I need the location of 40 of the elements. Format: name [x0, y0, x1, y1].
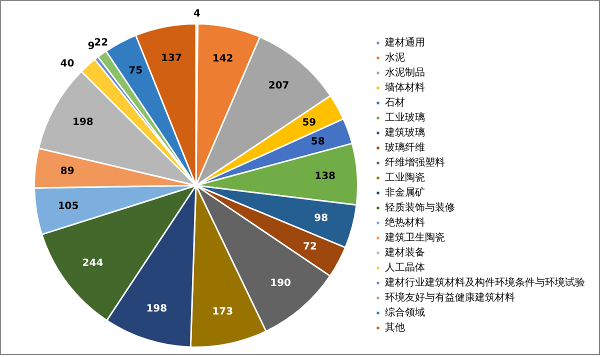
legend-label: 建筑玻璃: [384, 126, 425, 139]
legend-label: 人工晶体: [385, 262, 425, 274]
data-label: 22: [94, 37, 108, 48]
data-label: 58: [310, 136, 325, 148]
legend-label: 纤维增强塑料: [385, 156, 445, 169]
legend-label: 建材通用: [384, 36, 425, 49]
data-label: 190: [270, 278, 292, 290]
data-label: 142: [212, 54, 234, 64]
data-label: 89: [60, 166, 74, 178]
legend-label: 其他: [385, 322, 405, 334]
data-label: 59: [302, 117, 316, 128]
legend-label: 环境友好与有益健康建筑材料: [385, 292, 515, 304]
legend-label: 工业陶瓷: [385, 172, 425, 184]
legend-label: 轻质装饰与装修: [385, 202, 455, 214]
legend-label: 非金属矿: [385, 186, 425, 199]
data-label: 138: [314, 170, 336, 182]
legend-label: 建材装备: [384, 246, 425, 259]
data-label: 207: [268, 80, 290, 92]
legend-label: 绝热材料: [385, 216, 425, 229]
data-label: 173: [212, 306, 234, 318]
legend-label: 建材行业建筑材料及构件环境条件与环境试验: [384, 276, 585, 289]
data-label: 40: [60, 58, 74, 70]
data-label: 198: [72, 117, 94, 128]
data-label: 4: [193, 8, 200, 20]
legend-label: 工业玻璃: [385, 112, 425, 124]
legend-label: 水泥制品: [385, 66, 425, 79]
data-label: 98: [314, 213, 328, 224]
legend-label: 玻璃纤维: [385, 142, 425, 154]
legend-label: 石材: [385, 96, 405, 109]
data-label: 105: [58, 200, 79, 212]
data-label: 244: [82, 258, 104, 270]
legend-label: 建筑卫生陶瓷: [384, 232, 445, 244]
data-label: 9: [88, 40, 95, 52]
legend-label: 综合领域: [385, 306, 425, 319]
data-label: 137: [161, 53, 182, 64]
data-label: 72: [302, 241, 317, 252]
data-label: 75: [128, 66, 143, 77]
legend-label: 墙体材料: [384, 82, 425, 94]
data-label: 198: [146, 303, 168, 314]
legend-label: 水泥: [385, 52, 405, 64]
